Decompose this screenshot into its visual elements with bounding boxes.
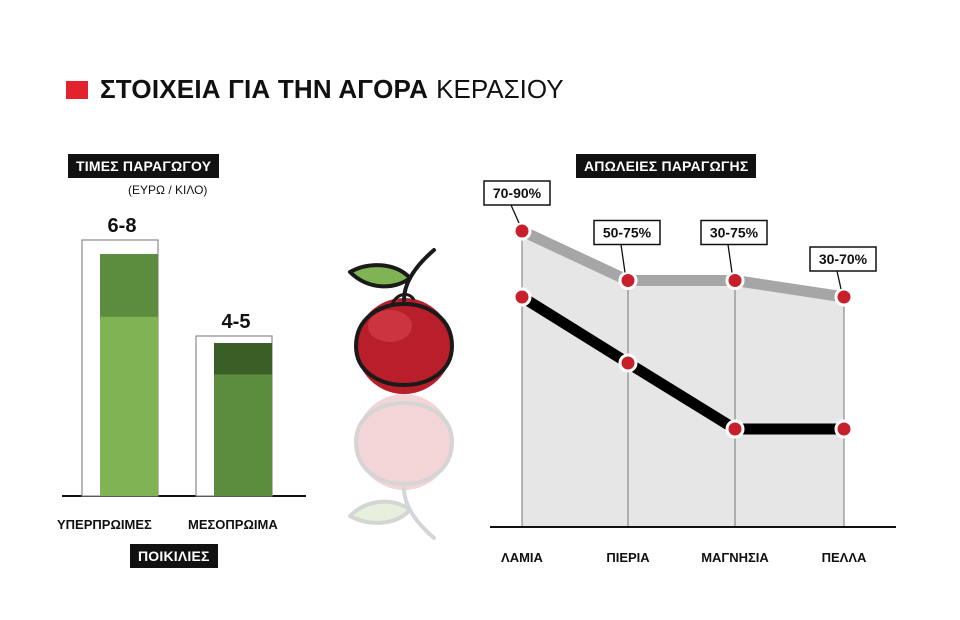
bar-category-label-1: ΜΕΣΟΠΡΩΙΜΑ	[188, 517, 278, 532]
bar-range-band-1	[214, 343, 272, 375]
line-category-label-3: ΠΕΛΛΑ	[822, 550, 867, 565]
bar-category-label-0: ΥΠΕΡΠΡΩΙΜΕΣ	[57, 517, 152, 532]
bar-chart-unit: (ΕΥΡΩ / ΚΙΛΟ)	[128, 183, 208, 197]
range-label-3: 30-70%	[819, 251, 868, 267]
range-label-leader-2	[727, 244, 733, 273]
title-light: ΚΕΡΑΣΙΟΥ	[436, 74, 564, 104]
line-point-1-3	[834, 419, 854, 439]
cherry-illustration	[348, 248, 455, 394]
range-label-leader-3	[836, 270, 842, 290]
bar-range-band-0	[100, 254, 158, 317]
range-label-leader-1	[620, 244, 626, 273]
bar-value-label-1: 4-5	[222, 311, 251, 333]
title-marker	[66, 80, 88, 99]
range-label-2: 30-75%	[710, 225, 759, 241]
line-chart-title: ΑΠΩΛΕΙΕΣ ΠΑΡΑΓΩΓΗΣ	[576, 154, 757, 178]
range-label-box-3	[809, 246, 877, 272]
line-point-0-3	[834, 287, 854, 307]
cherry-reflection	[348, 394, 455, 540]
line-point-1-0	[512, 287, 532, 307]
line-plot-area	[522, 231, 844, 527]
range-label-0: 70-90%	[493, 185, 542, 201]
line-point-0-1	[618, 271, 638, 290]
range-label-box-1	[593, 219, 661, 246]
line-point-1-2	[725, 419, 745, 439]
bar-xlabel: ΠΟΙΚΙΛΙΕΣ	[130, 544, 218, 568]
line-point-1-1	[618, 353, 638, 373]
line-point-0-0	[512, 221, 532, 241]
line-series-1	[519, 292, 844, 435]
line-point-0-2	[725, 271, 745, 290]
bar-chart-title: ΤΙΜΕΣ ΠΑΡΑΓΩΓΟΥ	[68, 154, 220, 178]
line-category-label-2: ΜΑΓΝΗΣΙΑ	[701, 550, 769, 565]
range-label-box-2	[700, 219, 768, 246]
title-bold: ΣΤΟΙΧΕΙΑ ΓΙΑ ΤΗΝ ΑΓΟΡΑ	[100, 74, 429, 104]
bar-value-label-0: 6-8	[108, 215, 137, 237]
range-label-1: 50-75%	[603, 225, 652, 241]
chart-title: ΣΤΟΙΧΕΙΑ ΓΙΑ ΤΗΝ ΑΓΟΡΑ ΚΕΡΑΣΙΟΥ	[66, 74, 564, 105]
line-category-label-0: ΛΑΜΙΑ	[501, 550, 544, 565]
line-category-label-1: ΠΙΕΡΙΑ	[606, 550, 650, 565]
range-label-leader-0	[510, 204, 520, 224]
line-series-0	[519, 226, 845, 303]
range-label-box-0	[483, 180, 551, 206]
